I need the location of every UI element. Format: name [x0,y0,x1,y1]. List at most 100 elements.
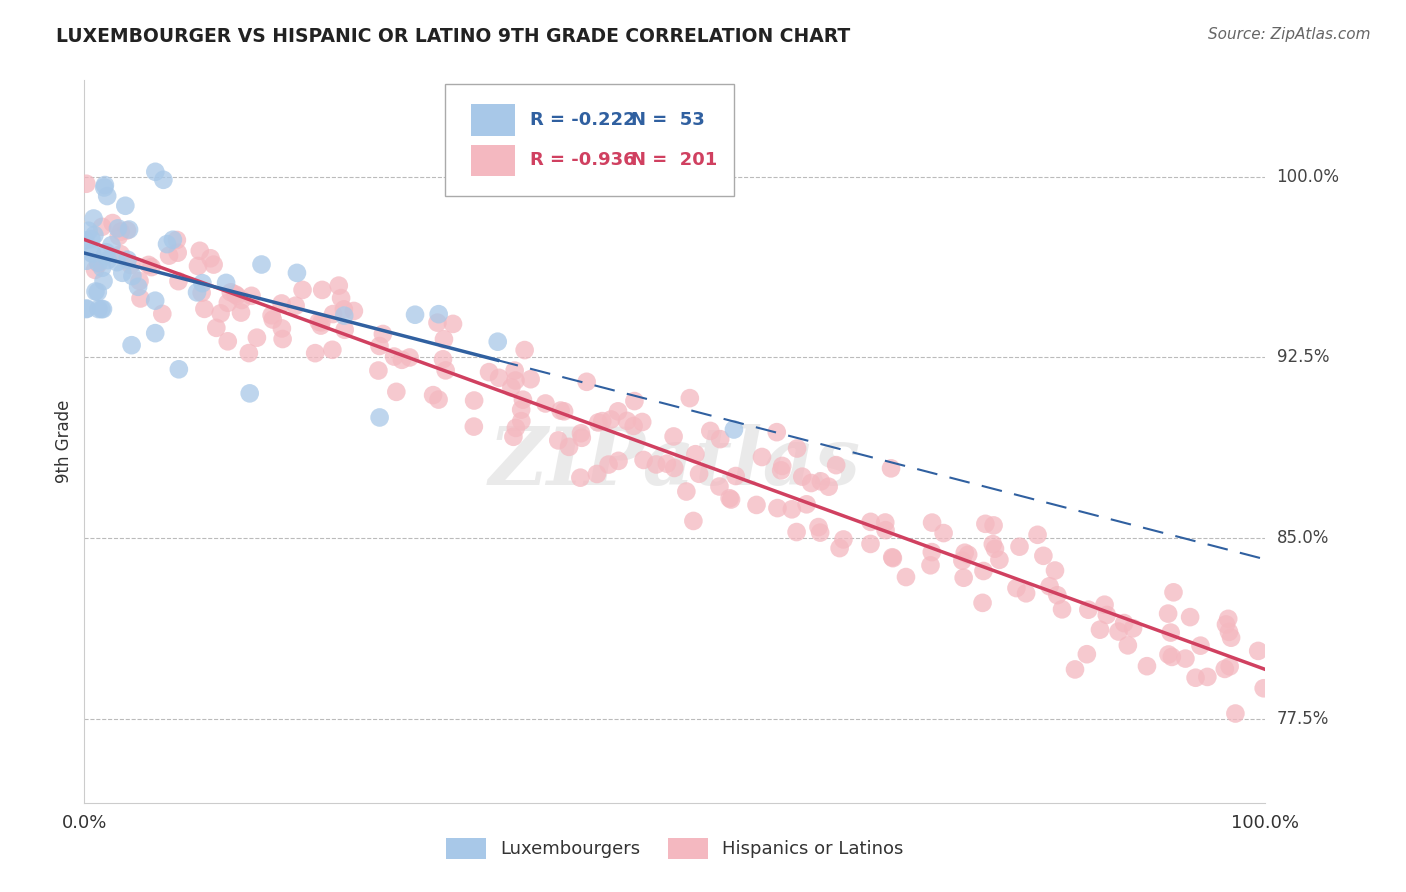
Point [128,274,150,288]
Point [1219,659,1241,673]
Point [75,233,97,247]
Point [93,180,115,194]
Point [309,318,332,333]
FancyBboxPatch shape [471,145,516,177]
Point [191,277,214,291]
Point [97,253,120,268]
Point [219,285,242,300]
Point [166,233,188,247]
Point [343,304,366,318]
Point [1247,644,1270,658]
Point [463,393,485,408]
Point [598,458,620,472]
Point [1043,564,1066,578]
Point [1008,540,1031,554]
Point [1015,586,1038,600]
Point [333,309,356,323]
Point [1157,648,1180,662]
Point [188,244,211,258]
Point [586,467,609,481]
Point [780,502,803,516]
Point [623,394,645,409]
Point [832,533,855,547]
Point [882,551,904,566]
Point [501,380,523,394]
Point [633,453,655,467]
Point [311,315,333,329]
Point [932,526,955,541]
Point [120,258,142,272]
Point [118,222,141,236]
Point [1038,579,1060,593]
Point [117,252,139,267]
Point [156,237,179,252]
Point [751,450,773,464]
Point [591,414,613,428]
Point [138,258,160,272]
Point [1077,603,1099,617]
Point [368,410,391,425]
Point [115,223,138,237]
Point [1088,623,1111,637]
Point [328,278,350,293]
Point [972,596,994,610]
Point [91,219,114,234]
Point [894,570,917,584]
Point [655,457,678,471]
Point [367,363,389,377]
Point [875,516,897,530]
Point [569,426,592,441]
Point [270,321,292,335]
Point [664,461,686,475]
Point [200,252,222,266]
Point [398,351,420,365]
Text: ZIPatlas: ZIPatlas [489,425,860,502]
Point [505,374,527,388]
Point [880,461,903,475]
Point [875,523,897,537]
Point [404,308,426,322]
Point [75,177,97,191]
Point [215,276,238,290]
Point [709,432,731,446]
Point [513,343,536,357]
Point [321,343,343,357]
Point [330,291,353,305]
Point [76,253,98,268]
Point [83,211,105,226]
Point [110,225,132,239]
Point [600,412,623,426]
Point [1184,671,1206,685]
Point [510,414,533,428]
Point [308,315,330,329]
Point [1005,581,1028,595]
Point [765,425,787,439]
Point [87,301,110,316]
Point [679,391,702,405]
Point [217,334,239,349]
Point [569,471,592,485]
Point [723,422,745,436]
Point [114,199,136,213]
Point [76,301,98,316]
Point [260,308,283,322]
Point [152,173,174,187]
Point [921,516,943,530]
Point [1160,625,1182,640]
Point [166,245,188,260]
Point [662,429,685,443]
FancyBboxPatch shape [471,104,516,136]
Point [100,238,122,252]
Point [859,537,882,551]
Point [240,289,263,303]
Text: LUXEMBOURGER VS HISPANIC OR LATINO 9TH GRADE CORRELATION CHART: LUXEMBOURGER VS HISPANIC OR LATINO 9TH G… [56,27,851,45]
Point [699,424,721,438]
Point [766,501,789,516]
Point [1178,610,1201,624]
Point [607,454,630,468]
Point [1136,659,1159,673]
Y-axis label: 9th Grade: 9th Grade [55,400,73,483]
Point [972,564,994,578]
Point [167,362,190,376]
Point [981,537,1004,551]
